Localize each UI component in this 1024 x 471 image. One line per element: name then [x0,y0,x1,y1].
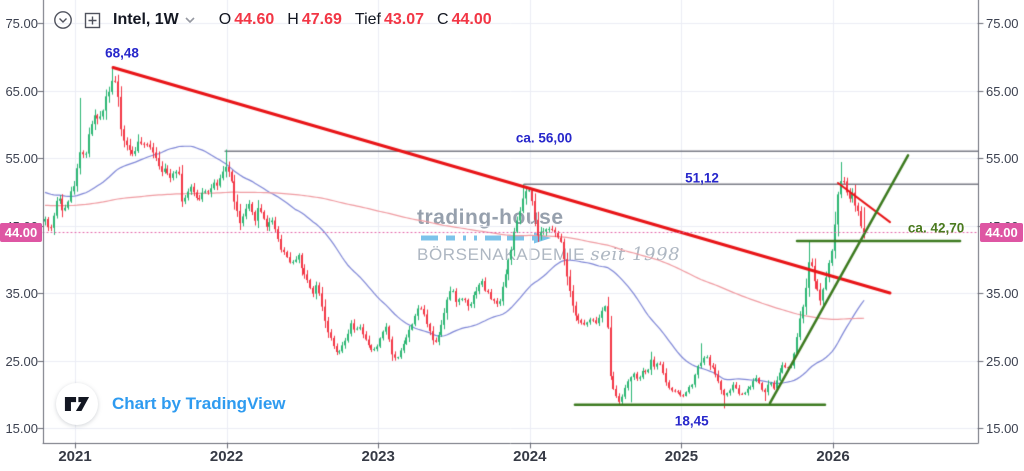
price-annotation[interactable]: 68,48 [105,45,139,61]
symbol-legend: Intel, 1W O 44.60 H 47.69 Tief 43.07 C 44.00 [52,9,505,31]
legend-collapse-icon[interactable] [52,9,74,31]
ohlc-low-value: 43.07 [383,11,425,28]
y-axis-label: 75.00 [986,16,1019,31]
price-annotation[interactable]: ca. 42,70 [907,220,965,236]
symbol-name[interactable]: Intel, 1W [113,11,179,28]
y-axis-label: 55.00 [986,151,1019,166]
add-symbol-icon[interactable] [83,11,102,30]
x-axis-year-label: 2024 [513,448,547,465]
y-axis-label: 35.00 [986,286,1019,301]
ohlc-low-label: Tief [354,11,381,28]
y-axis-label: 65.00 [986,83,1019,99]
y-axis-label: 65.00 [5,83,38,99]
ohlc-open-value: 44.60 [234,11,275,28]
price-annotation[interactable]: ca. 56,00 [515,130,573,146]
tradingview-link[interactable]: Chart by TradingView [112,394,286,413]
y-axis-label: 15.00 [5,421,38,436]
y-axis-label: 25.00 [986,353,1019,369]
time-axis[interactable] [0,444,1024,471]
y-axis-label: 35.00 [5,286,38,301]
x-axis-year-label: 2026 [816,448,850,465]
tradingview-attribution: Chart by TradingView [56,383,286,425]
tradingview-logo-icon[interactable] [56,383,98,425]
symbol-dropdown-caret-icon[interactable] [185,17,195,23]
ohlc-open-label: O [218,11,232,28]
y-axis-label: 75.00 [5,16,38,31]
price-annotation[interactable]: 51,12 [685,170,719,186]
ohlc-close-value: 44.00 [451,11,492,28]
y-axis-label: 55.00 [5,151,38,166]
y-axis-label: 15.00 [986,421,1019,436]
last-price-tag-right: 44.00 [980,222,1023,242]
ohlc-close-label: C [437,11,449,28]
x-axis-year-label: 2023 [361,448,395,465]
ohlc-row: O 44.60 H 47.69 Tief 43.07 C 44.00 [219,11,505,29]
ohlc-high-value: 47.69 [301,11,342,28]
last-price-tag-left: 44.00 [0,222,42,242]
ohlc-high-label: H [287,11,299,28]
x-axis-year-label: 2025 [664,448,699,465]
y-axis-label: 25.00 [5,353,38,369]
x-axis-year-label: 2021 [58,448,92,465]
price-annotation[interactable]: 18,45 [674,413,709,429]
x-axis-year-label: 2022 [209,448,244,465]
